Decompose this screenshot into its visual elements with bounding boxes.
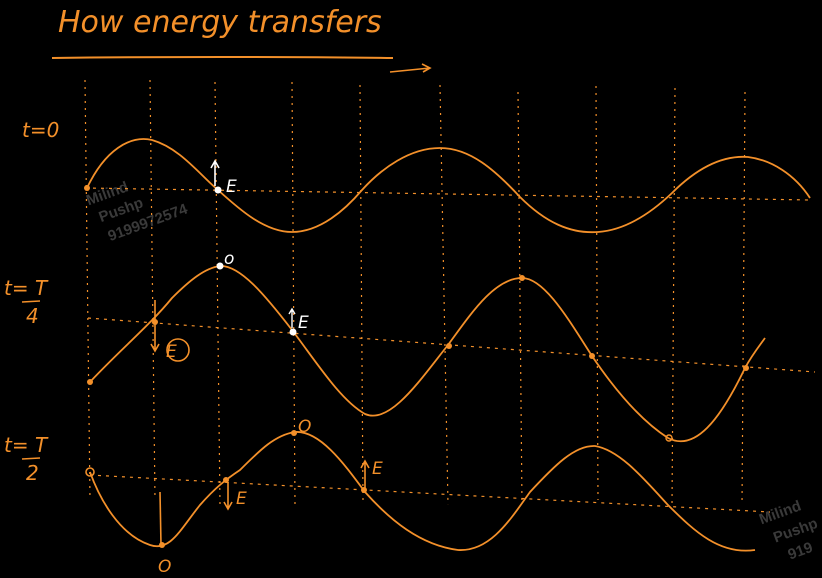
trough-marker-line <box>159 491 162 546</box>
point-half-peak <box>291 430 297 436</box>
time-label-quarter-bottom: 4 <box>26 304 39 328</box>
energy-label-quarter-white: E <box>298 313 309 333</box>
energy-label-half-2: E <box>372 459 383 479</box>
page-title: How energy transfers <box>58 5 382 40</box>
up-arrow-icon <box>210 159 220 186</box>
energy-label-t0: E <box>226 177 237 197</box>
zero-label-half-bottom: O <box>158 557 171 577</box>
energy-label-half-1: E <box>236 489 247 509</box>
wave-t-half <box>89 431 756 552</box>
point-quarter-trough <box>665 434 673 442</box>
time-label-half-bottom: 2 <box>26 461 39 485</box>
point-quarter-5 <box>743 365 749 371</box>
energy-label-quarter: E <box>166 342 177 362</box>
time-label-quarter: t= T 4 <box>4 276 49 328</box>
down-arrow-icon-2 <box>223 482 233 511</box>
point-t0-highlight <box>214 186 222 194</box>
time-label-quarter-top: t= T <box>4 276 49 300</box>
point-half-2 <box>361 487 367 493</box>
point-half-1 <box>223 477 229 483</box>
watermark-phone-2: 919 <box>786 539 815 564</box>
zero-label-quarter: o <box>224 249 234 269</box>
up-arrow-icon-2 <box>360 459 370 488</box>
title-underline <box>51 56 394 59</box>
wave-t0 <box>86 138 811 234</box>
watermark-right: Milind Pushp 919 <box>757 497 820 564</box>
point-quarter-peak <box>216 262 224 270</box>
zero-label-half-top: O <box>298 417 311 437</box>
point-half-trough <box>159 542 165 548</box>
point-quarter-3 <box>519 275 525 281</box>
time-label-half: t= T 2 <box>4 433 49 485</box>
point-t0-start <box>84 185 90 191</box>
title-arrow <box>389 63 432 73</box>
horizontal-axes <box>84 187 816 513</box>
watermark-left: Milind Pushp 9199972574 <box>84 178 190 245</box>
double-arrow-icon <box>288 307 296 328</box>
circled-energy-icon <box>166 338 190 362</box>
point-quarter-4 <box>589 353 595 359</box>
point-quarter-2 <box>446 343 452 349</box>
down-arrow-icon <box>150 300 160 353</box>
wave-t-quarter <box>89 265 766 443</box>
vertical-guides <box>84 79 746 506</box>
point-half-start <box>85 467 95 477</box>
time-label-half-top: t= T <box>4 433 49 457</box>
point-quarter-axis <box>289 328 297 336</box>
point-quarter-start <box>87 379 93 385</box>
time-label-t0: t=0 <box>22 118 59 142</box>
